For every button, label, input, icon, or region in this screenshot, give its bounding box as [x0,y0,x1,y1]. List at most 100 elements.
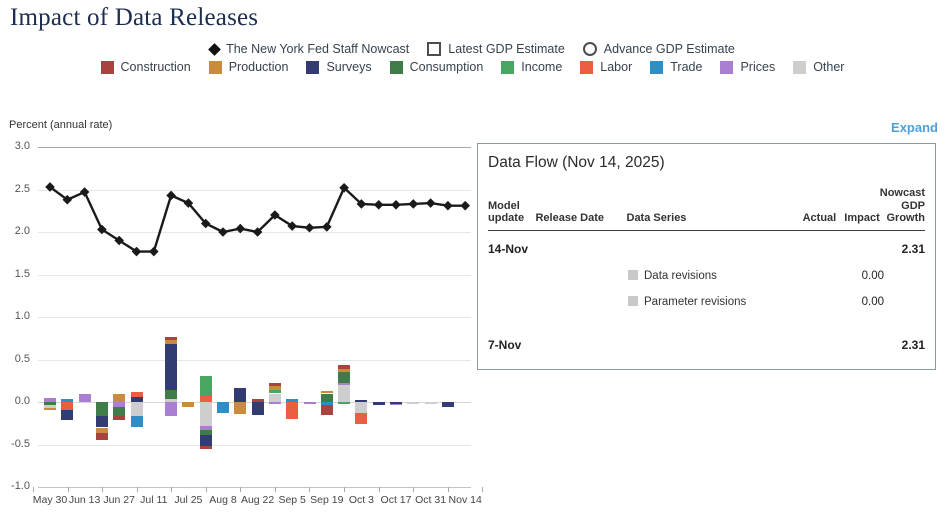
impact-bar-segment-production[interactable] [113,394,126,402]
nowcast-point-marker[interactable] [460,200,470,211]
nowcast-point-marker[interactable] [322,222,332,232]
impact-bar-segment-construction[interactable] [199,446,212,449]
impact-bar-segment-prices[interactable] [303,402,316,404]
x-axis-tick [171,487,173,492]
legend-category-item[interactable]: Other [793,60,844,74]
nowcast-point-marker[interactable] [131,246,142,257]
impact-bar-segment-production[interactable] [182,402,195,408]
impact-bar-segment-consumption[interactable] [95,402,108,417]
impact-bar-segment-other[interactable] [424,402,437,404]
legend-category-item[interactable]: Income [501,60,562,74]
impact-bar-segment-consumption[interactable] [165,390,178,399]
nowcast-point-marker[interactable] [373,200,384,210]
nowcast-point-marker[interactable] [443,200,453,211]
impact-bar-segment-prices[interactable] [199,425,212,431]
impact-bar-segment-trade[interactable] [130,415,143,427]
impact-bar-segment-surveys[interactable] [251,402,264,415]
impact-bar-segment-construction[interactable] [338,365,351,369]
impact-bar-segment-production[interactable] [338,368,351,373]
legend-category-item[interactable]: Prices [720,60,775,74]
impact-bar-segment-labor[interactable] [199,396,212,402]
impact-bar-segment-surveys[interactable] [234,388,247,402]
impact-bar-segment-labor[interactable] [286,402,299,419]
nowcast-point-marker[interactable] [356,199,367,209]
impact-bar-segment-income[interactable] [199,375,212,397]
impact-bar-segment-surveys[interactable] [130,396,143,402]
impact-bar-segment-income[interactable] [268,390,281,394]
impact-bar-segment-labor[interactable] [355,413,368,425]
impact-bar-segment-prices[interactable] [338,383,351,385]
impact-bar-segment-surveys[interactable] [372,402,385,405]
nowcast-point-marker[interactable] [287,221,297,231]
impact-bar-segment-other[interactable] [355,402,368,414]
impact-bar-segment-prices[interactable] [268,402,281,404]
legend-marker-item[interactable]: Latest GDP Estimate [427,42,565,56]
impact-bar-segment-construction[interactable] [95,433,108,441]
nowcast-point-marker[interactable] [62,194,73,205]
impact-bar-segment-production[interactable] [44,407,56,411]
impact-bar-segment-consumption[interactable] [113,407,126,417]
impact-bar-segment-consumption[interactable] [320,393,333,402]
impact-bar-segment-surveys[interactable] [441,402,454,408]
expand-link[interactable]: Expand [891,120,938,135]
impact-bar-segment-construction[interactable] [113,416,126,420]
legend-marker-item[interactable]: The New York Fed Staff Nowcast [208,42,409,56]
impact-bar-segment-prices[interactable] [44,397,56,402]
impact-bar-segment-surveys[interactable] [165,344,178,391]
impact-bar-segment-trade[interactable] [61,398,74,402]
impact-bar-segment-labor[interactable] [130,391,143,397]
impact-bar-segment-income[interactable] [338,402,351,404]
impact-bar-segment-construction[interactable] [165,336,178,340]
impact-bar-segment-consumption[interactable] [338,372,351,384]
nowcast-point-marker[interactable] [149,246,159,257]
nowcast-point-marker[interactable] [270,210,280,220]
impact-bar-segment-production[interactable] [320,390,333,394]
legend-category-item[interactable]: Surveys [306,60,372,74]
impact-bar-segment-trade[interactable] [286,398,299,402]
impact-bar-segment-other[interactable] [338,385,351,402]
impact-bar-segment-prices[interactable] [165,402,178,417]
nowcast-point-marker[interactable] [200,218,211,229]
legend-category-item[interactable]: Labor [580,60,632,74]
legend-category-item[interactable]: Construction [100,60,191,74]
nowcast-point-marker[interactable] [408,199,419,209]
nowcast-point-marker[interactable] [425,198,436,208]
impact-bar-segment-construction[interactable] [320,404,333,415]
legend-category-item[interactable]: Trade [650,60,702,74]
nowcast-point-marker[interactable] [391,200,401,210]
impact-bar-segment-prices[interactable] [113,402,126,408]
impact-bar-segment-other[interactable] [407,402,420,404]
impact-bar-segment-trade[interactable] [217,402,229,414]
legend-category-item[interactable]: Consumption [389,60,483,74]
impact-bar-segment-other[interactable] [44,405,56,408]
nowcast-point-marker[interactable] [339,183,349,193]
legend-category-item[interactable]: Production [208,60,288,74]
impact-bar-segment-consumption[interactable] [199,430,212,436]
nowcast-point-marker[interactable] [114,235,124,246]
impact-bar-segment-surveys[interactable] [390,402,402,404]
impact-bar-segment-prices[interactable] [390,403,402,406]
impact-bar-segment-other[interactable] [130,402,143,416]
impact-bar-segment-production[interactable] [165,339,178,345]
impact-bar-segment-consumption[interactable] [44,402,56,406]
impact-bar-segment-surveys[interactable] [199,435,212,447]
nowcast-point-marker[interactable] [183,198,194,208]
impact-bar-segment-production[interactable] [234,402,247,414]
impact-bar-segment-surveys[interactable] [61,409,74,420]
impact-bar-segment-other[interactable] [199,402,212,426]
impact-bar-segment-surveys[interactable] [355,400,368,402]
y-axis-tick-label: 3.0 [14,140,30,152]
impact-bar-segment-prices[interactable] [78,394,91,402]
impact-bar-segment-surveys[interactable] [95,416,108,428]
impact-bar-segment-labor[interactable] [61,402,74,410]
impact-bar-segment-production[interactable] [268,385,281,391]
impact-bar-segment-other[interactable] [268,393,281,402]
legend-markers-row: The New York Fed Staff Nowcast Latest GDP… [208,42,735,56]
impact-bar-segment-production[interactable] [95,427,108,434]
impact-bar-segment-construction[interactable] [268,383,281,386]
impact-bar-segment-trade[interactable] [320,402,333,405]
nowcast-point-marker[interactable] [166,190,176,201]
impact-bar-segment-other[interactable] [165,398,178,402]
impact-bar-segment-construction[interactable] [251,398,264,402]
legend-marker-item[interactable]: Advance GDP Estimate [582,42,735,56]
